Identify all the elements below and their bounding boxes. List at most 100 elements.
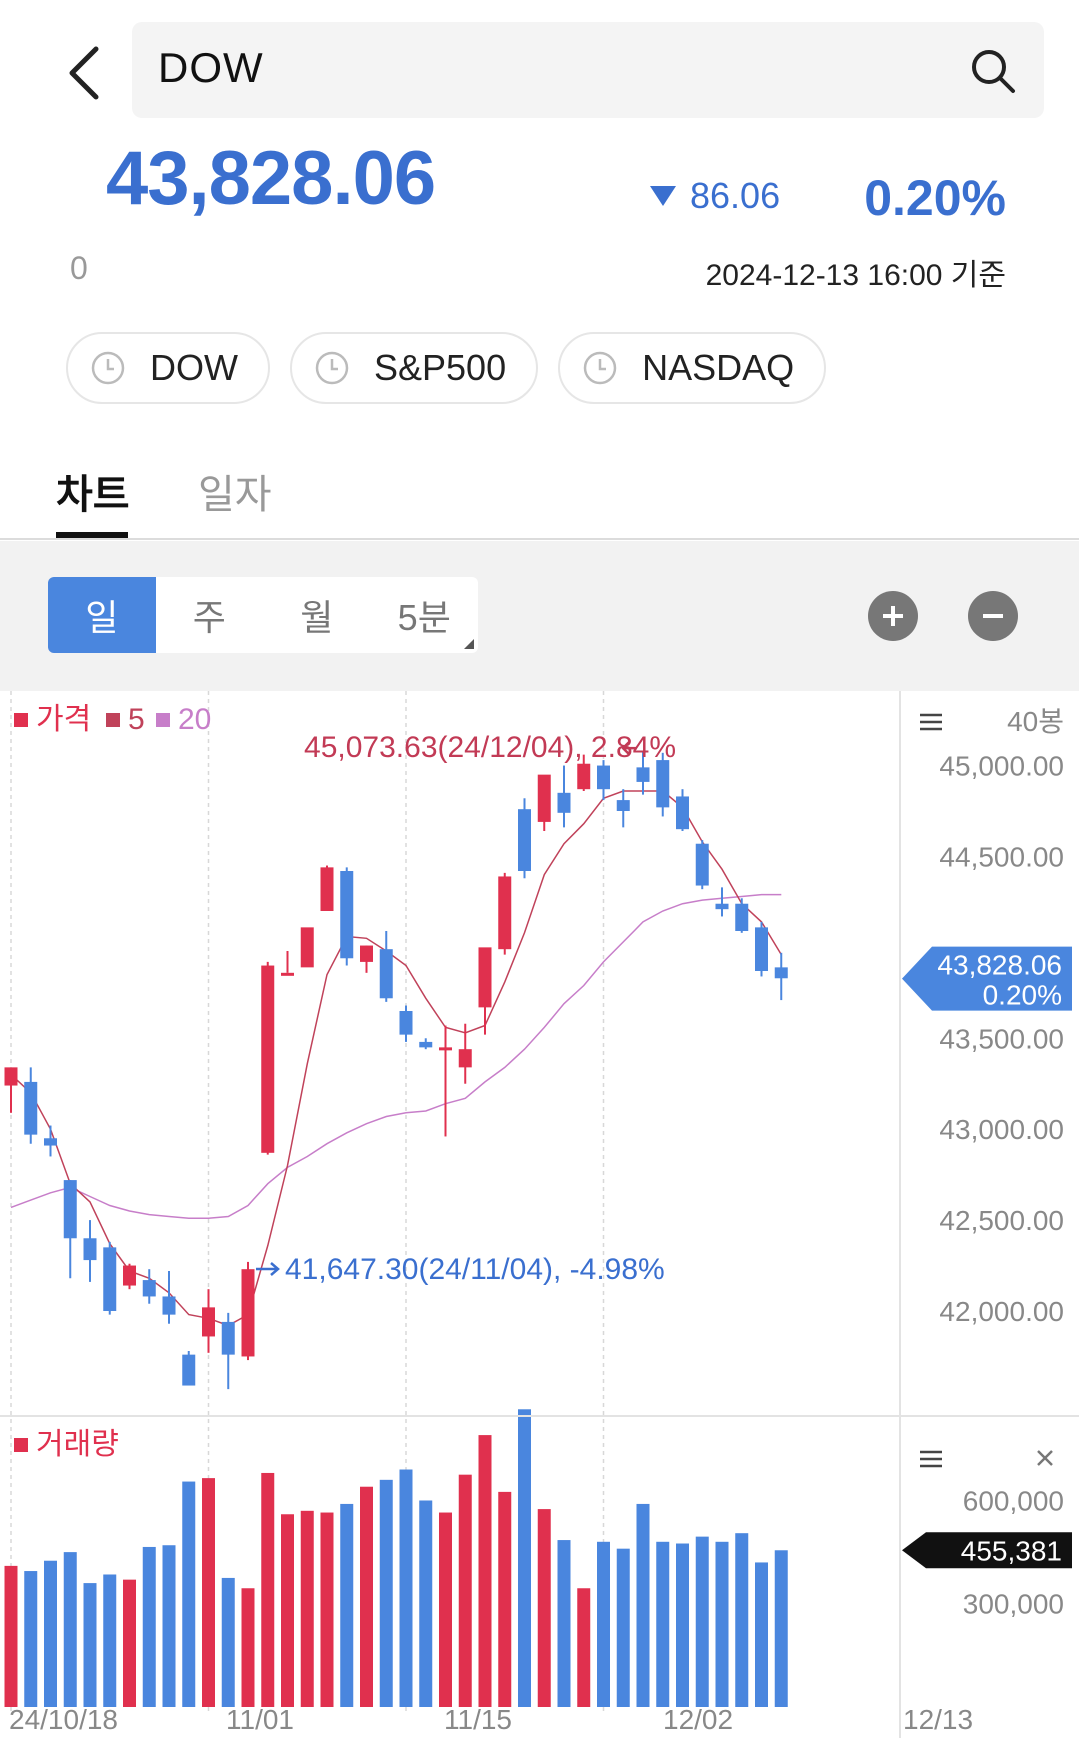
candle — [300, 927, 314, 968]
clock-icon — [91, 351, 125, 385]
minus-icon — [983, 614, 1003, 618]
candle — [281, 951, 294, 976]
ma20-line — [10, 893, 782, 1220]
candle — [221, 1312, 235, 1390]
volume-bar — [142, 1546, 156, 1707]
candle-body — [379, 949, 393, 999]
zoom-in-button[interactable] — [868, 591, 918, 641]
clock-icon — [315, 351, 349, 385]
period-week[interactable]: 주 — [192, 597, 226, 638]
price-tick-label: 44,500.00 — [939, 841, 1064, 872]
candle-body — [202, 1307, 215, 1337]
candle — [676, 789, 689, 831]
view-tabs: 차트 일자 — [0, 440, 1079, 540]
high-arrow-head — [621, 741, 630, 756]
price-tick-label: 45,000.00 — [939, 751, 1064, 782]
candle — [340, 867, 354, 966]
low-annotation: 41,647.30(24/11/04), -4.98% — [285, 1253, 665, 1286]
period-selector: 일 주 월 5분 — [48, 577, 478, 653]
volume-bar — [221, 1577, 235, 1707]
candle-body — [636, 767, 650, 782]
price-change-value: 86.06 — [690, 175, 781, 216]
period-month[interactable]: 월 — [300, 597, 334, 638]
candle-body — [340, 871, 354, 959]
legend-volume: 거래량 — [36, 1428, 119, 1461]
volume-bar — [261, 1472, 275, 1707]
search-box[interactable]: DOW — [132, 22, 1044, 118]
candle-body — [182, 1354, 196, 1386]
volume-bar — [458, 1474, 472, 1707]
candle-body — [498, 876, 512, 950]
tab-chart[interactable]: 차트 — [56, 473, 130, 517]
chip-nasdaq[interactable]: NASDAQ — [558, 332, 827, 404]
candle — [4, 1067, 18, 1113]
chip-label: DOW — [150, 347, 238, 388]
candle — [616, 789, 630, 828]
zoom-out-button[interactable] — [968, 591, 1018, 641]
back-button[interactable] — [56, 38, 112, 108]
chip-sp500[interactable]: S&P500 — [289, 332, 539, 404]
candle — [142, 1269, 156, 1304]
volume-menu-icon[interactable] — [920, 1450, 942, 1468]
volume-bar — [340, 1503, 354, 1707]
candle-body — [162, 1296, 176, 1315]
volume-bar — [755, 1562, 768, 1707]
current-volume-tag — [902, 1532, 1072, 1569]
volume-bar — [399, 1469, 413, 1707]
chip-dow[interactable]: DOW — [66, 332, 270, 404]
tab-date[interactable]: 일자 — [198, 473, 272, 517]
price-chart[interactable]: 가격 5 20 40봉 45,073.63(24/12/04), 2.84% 4… — [0, 691, 1079, 1738]
legend-ma20: 20 — [178, 703, 211, 736]
date-tick-label: 24/10/18 — [9, 1704, 118, 1735]
current-price-tag-value: 43,828.06 — [937, 950, 1062, 981]
clock-icon — [583, 351, 617, 385]
close-volume-icon[interactable] — [1037, 1450, 1053, 1466]
high-annotation: 45,073.63(24/12/04), 2.84% — [304, 731, 676, 764]
legend-price-swatch — [14, 713, 28, 727]
volume-bar — [300, 1510, 314, 1707]
candle-body — [44, 1138, 57, 1146]
search-icon[interactable] — [968, 46, 1018, 96]
price-change: 86.06 — [650, 175, 780, 217]
candle — [399, 1005, 413, 1042]
candle-body — [360, 945, 373, 962]
chevron-left-icon — [69, 46, 99, 100]
candle-body — [320, 867, 334, 911]
volume-bar — [537, 1509, 551, 1707]
volume-bar — [636, 1503, 650, 1707]
candle-body — [537, 774, 551, 822]
volume-bar — [83, 1583, 97, 1707]
candle — [261, 961, 275, 1155]
active-tab-indicator — [56, 532, 128, 538]
price-tick-label: 43,000.00 — [939, 1114, 1064, 1145]
candle — [735, 898, 749, 933]
candle-body — [616, 800, 630, 811]
plus-icon — [883, 606, 903, 626]
candle-body — [281, 972, 294, 976]
volume-bar — [498, 1491, 512, 1707]
low-arrow-head — [270, 1262, 280, 1276]
volume-bar — [360, 1486, 373, 1707]
volume-bar — [182, 1481, 196, 1707]
candle — [241, 1261, 255, 1361]
candle-count: 40봉 — [1007, 706, 1064, 737]
search-input[interactable]: DOW — [158, 44, 264, 91]
current-price: 43,828.06 — [106, 136, 436, 221]
chart-menu-icon[interactable] — [920, 713, 942, 731]
candle — [439, 1025, 452, 1137]
price-tick-label: 42,500.00 — [939, 1205, 1064, 1236]
dropdown-corner-icon — [464, 639, 474, 649]
period-5min[interactable]: 5분 — [397, 597, 451, 638]
candle-body — [478, 947, 492, 1008]
candle — [379, 931, 393, 1002]
candle-body — [300, 927, 314, 968]
price-tick-label: 43,500.00 — [939, 1023, 1064, 1054]
volume-bar — [774, 1550, 788, 1707]
candle — [498, 872, 512, 955]
candle-body — [735, 903, 749, 931]
candle-body — [439, 1047, 452, 1051]
volume-bar — [577, 1588, 591, 1707]
period-day[interactable]: 일 — [48, 577, 156, 653]
volume-tick-label: 300,000 — [963, 1589, 1064, 1620]
candle-body — [63, 1180, 77, 1239]
